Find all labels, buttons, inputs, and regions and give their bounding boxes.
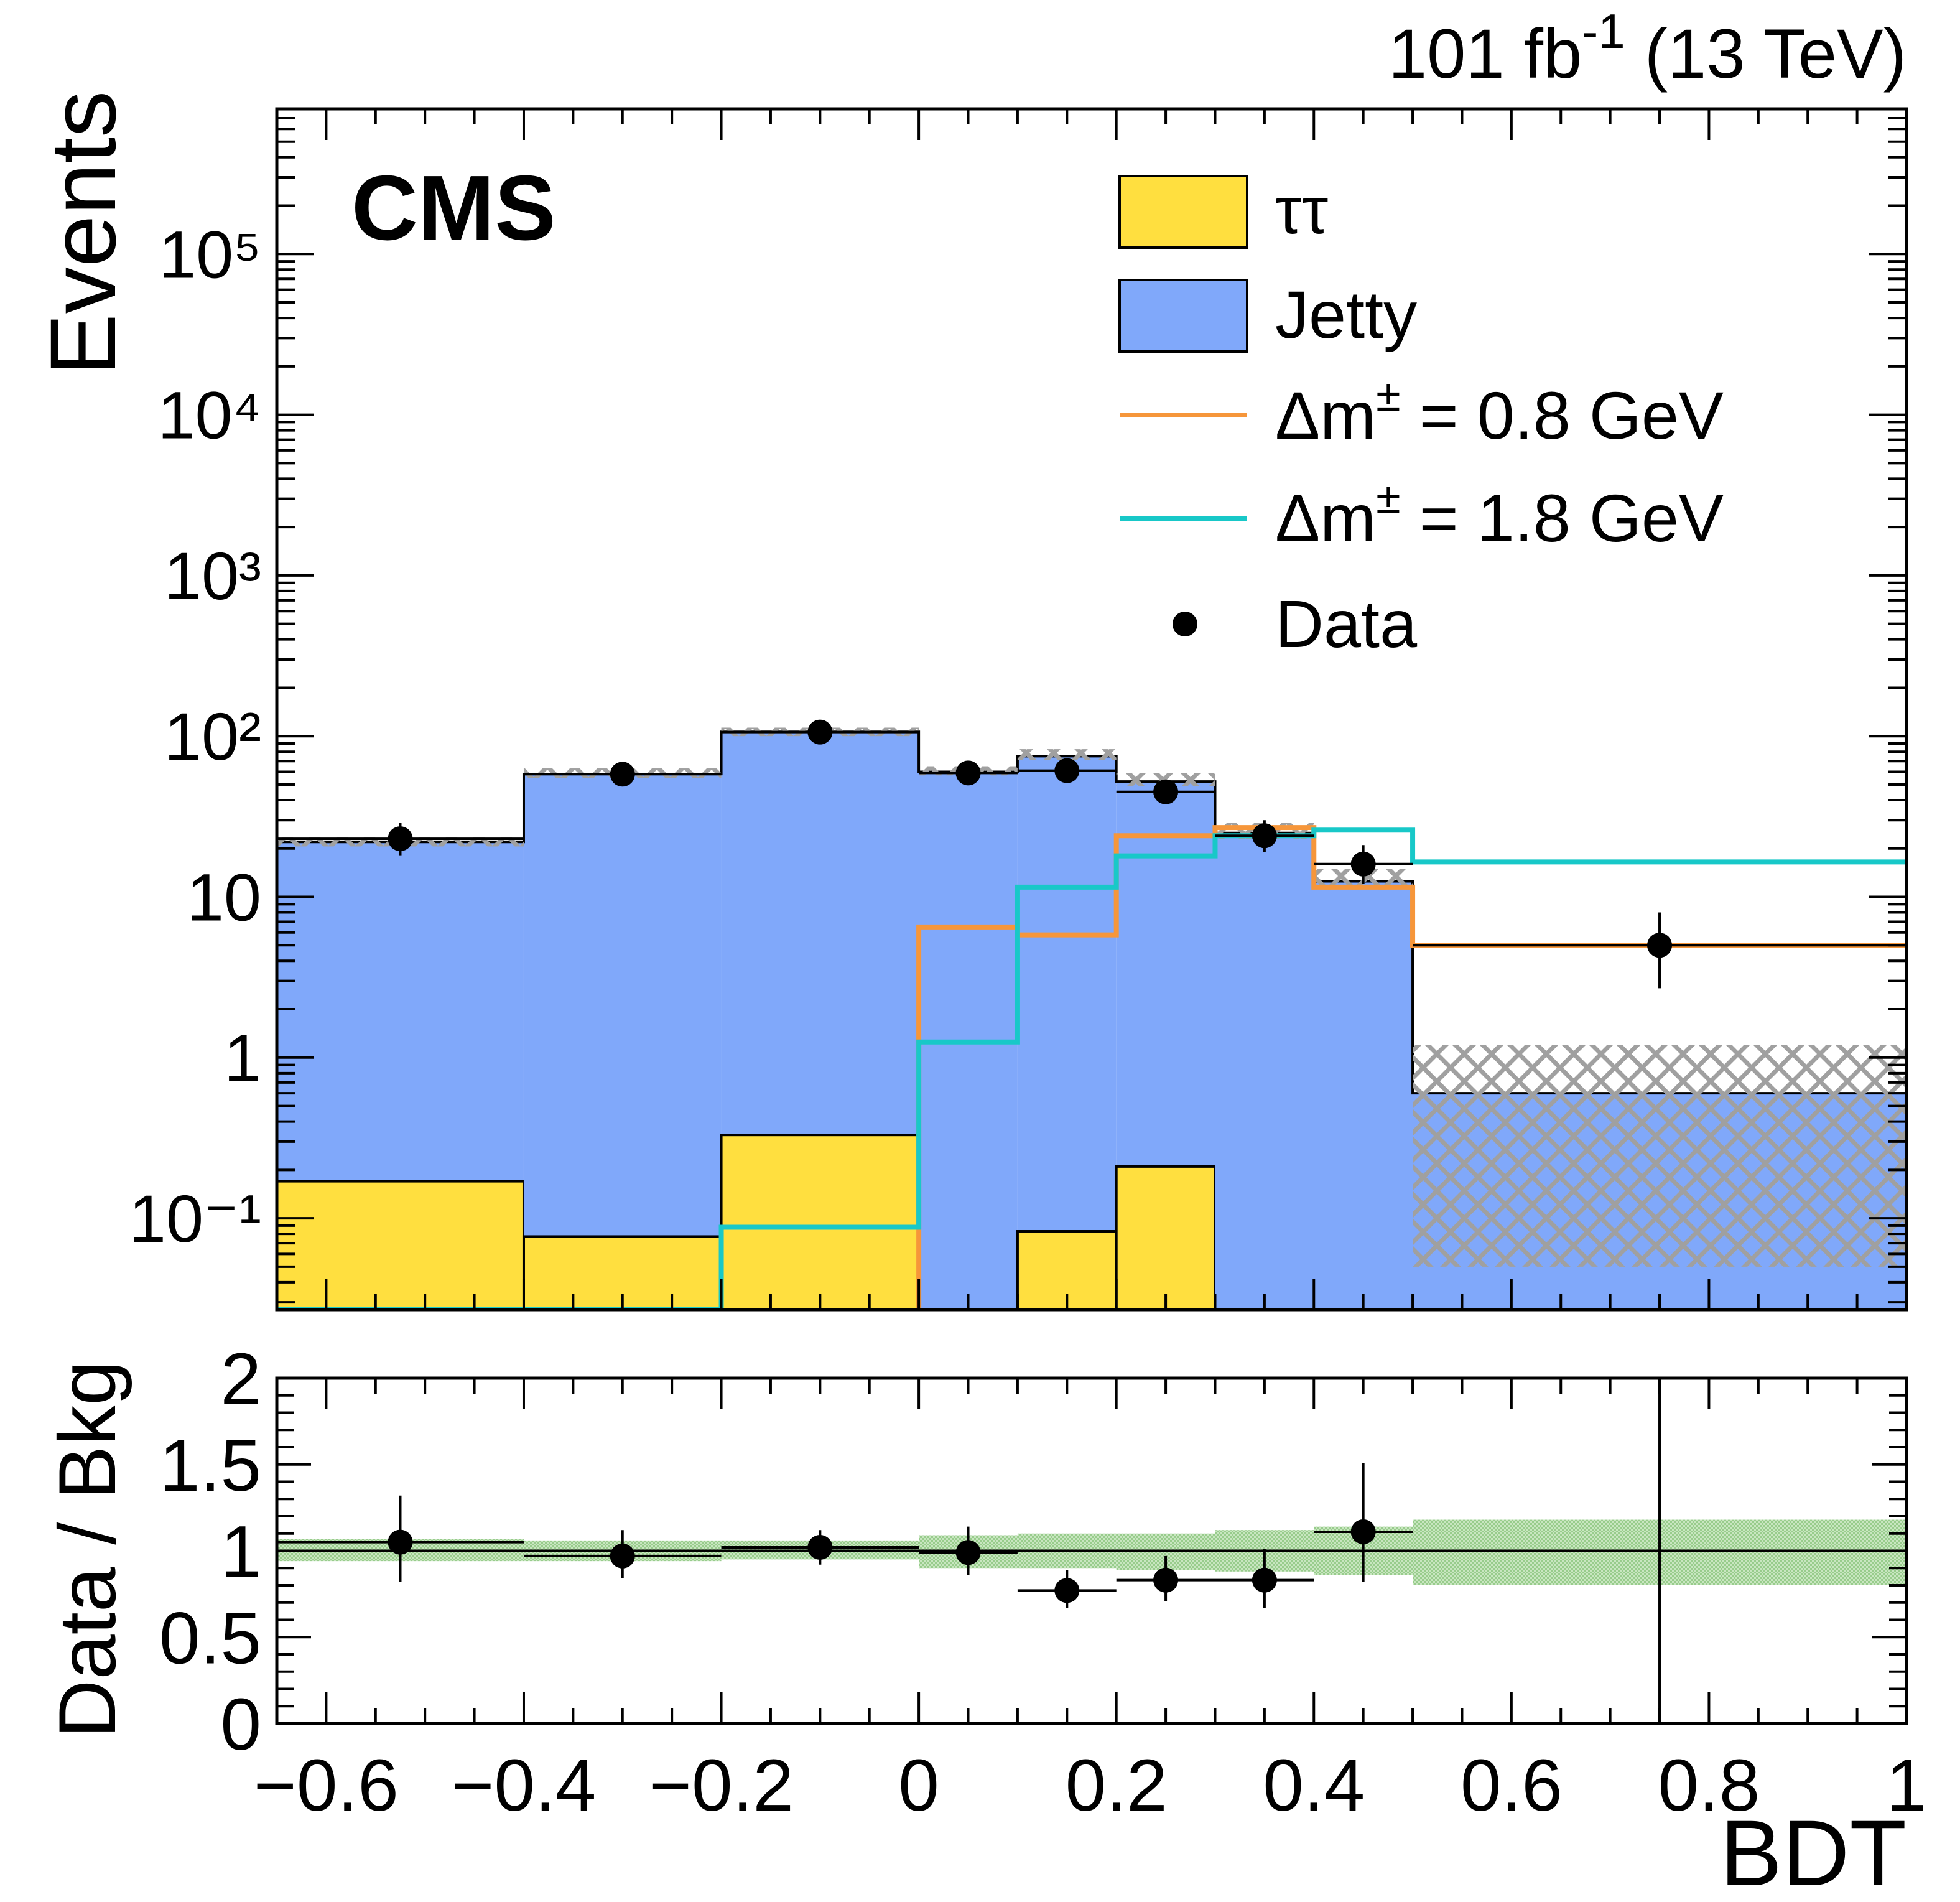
x-tick-label-2: −0.2 <box>649 1745 794 1827</box>
x-axis-label: BDT <box>1720 1801 1907 1902</box>
ratio-y-tick-label-1: 0.5 <box>159 1597 261 1679</box>
data-point-7 <box>1314 845 1413 885</box>
legend: ττ Jetty Δm± = 0.8 GeV Δm± = 1.8 GeV Dat… <box>1118 172 1724 661</box>
data-point-6 <box>1215 820 1314 852</box>
legend-marker-data <box>1173 612 1197 636</box>
ratio-point-7 <box>1314 1462 1413 1582</box>
data-point-8 <box>1413 912 1907 989</box>
legend-label-tautau: ττ <box>1275 172 1328 248</box>
main-y-tick-label-4: 10³ <box>164 538 261 613</box>
x-tick-label-7: 0.8 <box>1658 1745 1760 1827</box>
main-y-tick-label-2: 10 <box>187 860 261 935</box>
ratio-point-5 <box>1116 1555 1215 1601</box>
data-point-2 <box>721 719 919 745</box>
main-y-tick-label-5: 10⁴ <box>157 378 261 453</box>
data-point-0 <box>277 823 524 856</box>
bar-jetty-4 <box>1017 756 1117 1310</box>
ratio-y-tick-label-0: 0 <box>220 1684 261 1766</box>
signal-line-1p8 <box>277 827 1907 1310</box>
main-plot-frame <box>275 107 1908 1312</box>
main-y-tick-label-1: 1 <box>224 1020 261 1096</box>
data-point-3 <box>919 760 1018 786</box>
bar-jetty-6 <box>1215 832 1314 1310</box>
x-tick-label-8: 1 <box>1886 1745 1927 1827</box>
main-y-axis-label: Events <box>30 91 135 376</box>
data-point-1 <box>523 762 722 787</box>
x-tick-label-6: 0.6 <box>1461 1745 1563 1827</box>
x-tick-label-0: −0.6 <box>254 1745 399 1827</box>
x-tick-label-1: −0.4 <box>451 1745 596 1827</box>
main-y-tick-label-6: 10⁵ <box>159 217 261 292</box>
x-tick-label-3: 0 <box>898 1745 939 1827</box>
main-y-tick-label-0: 10⁻¹ <box>129 1181 261 1256</box>
lumi-label: 101 fb-1 (13 TeV) <box>1388 4 1907 93</box>
bar-tautau-0 <box>277 1180 525 1310</box>
bar-tautau-2 <box>720 1134 921 1310</box>
bar-jetty-7 <box>1314 881 1413 1310</box>
x-tick-label-4: 0.2 <box>1066 1745 1168 1827</box>
legend-swatch-jetty <box>1118 279 1248 353</box>
legend-label-sig18: Δm± = 1.8 GeV <box>1275 473 1724 556</box>
ratio-point-1 <box>523 1530 722 1578</box>
legend-swatch-tautau <box>1118 175 1248 249</box>
ratio-point-6 <box>1215 1549 1314 1608</box>
uncertainty-hatch-4 <box>1017 749 1117 760</box>
bar-jetty-1 <box>523 774 722 1310</box>
data-point-4 <box>1017 758 1117 783</box>
bar-tautau-5 <box>1115 1165 1217 1310</box>
ratio-y-tick-label-2: 1 <box>220 1511 261 1593</box>
ratio-point-0 <box>277 1495 524 1582</box>
ratio-y-tick-label-3: 1.5 <box>159 1425 261 1507</box>
ratio-y-tick-label-4: 2 <box>220 1338 261 1420</box>
legend-label-jetty: Jetty <box>1275 277 1417 352</box>
ratio-y-axis-label: Data / Bkg <box>42 1361 132 1738</box>
uncertainty-hatch-8 <box>1413 1045 1907 1267</box>
ratio-point-4 <box>1017 1570 1117 1608</box>
ratio-point-3 <box>919 1526 1018 1575</box>
legend-label-sig08: Δm± = 0.8 GeV <box>1275 371 1724 453</box>
x-tick-label-5: 0.4 <box>1263 1745 1365 1827</box>
main-y-tick-label-3: 10² <box>164 699 261 774</box>
legend-label-data: Data <box>1275 586 1418 661</box>
experiment-label: CMS <box>351 157 556 259</box>
ratio-point-2 <box>721 1530 919 1565</box>
data-point-5 <box>1116 779 1215 804</box>
